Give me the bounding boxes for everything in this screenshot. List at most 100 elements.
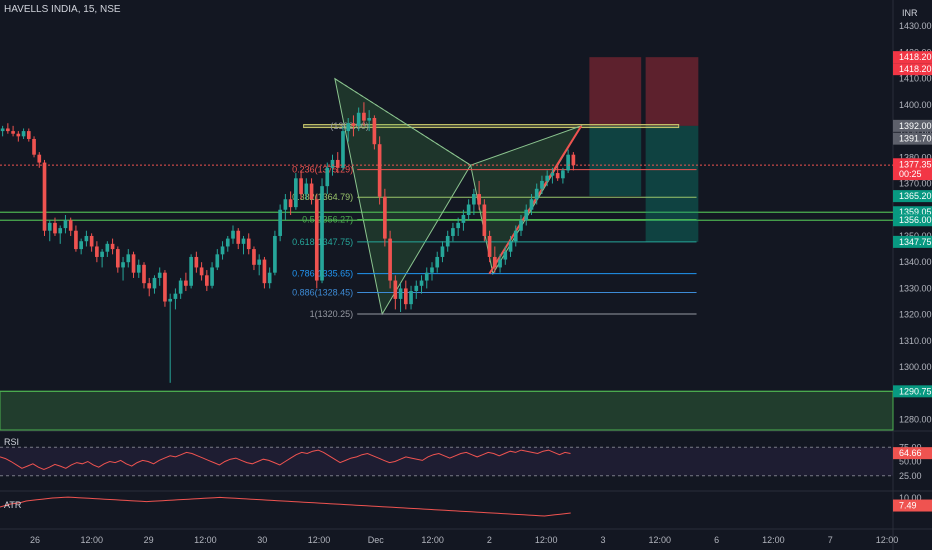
candle-body — [456, 222, 461, 229]
price-tag-label: 1359.05 — [899, 207, 932, 217]
candle-body — [540, 180, 544, 189]
price-tag-label: 1290.75 — [899, 386, 932, 396]
candle-body — [466, 204, 471, 215]
price-tag-label: 00:25 — [899, 169, 922, 179]
fib-level-label: 0.886(1328.45) — [292, 287, 353, 297]
trade-box — [645, 57, 699, 126]
candle-body — [524, 209, 529, 221]
price-tick-label: 1370.00 — [899, 179, 932, 189]
time-tick-label: 12:00 — [81, 535, 104, 545]
candle-body — [435, 256, 440, 268]
price-tick-label: 1330.00 — [899, 283, 932, 293]
candle-body — [220, 246, 225, 255]
candle-body — [377, 144, 382, 197]
candle-body — [163, 272, 167, 302]
rsi-line — [0, 449, 571, 471]
candle-body — [555, 173, 560, 179]
price-tick-label: 1320.00 — [899, 310, 932, 320]
price-tag-label: 1391.70 — [899, 134, 932, 144]
candle-body — [262, 259, 267, 284]
candle-body — [545, 175, 550, 181]
candle-body — [225, 238, 230, 247]
candle-body — [168, 298, 173, 302]
candle-body — [351, 123, 356, 126]
candle-body — [346, 123, 351, 132]
price-tick-label: 1410.00 — [899, 74, 932, 84]
candle-body — [110, 243, 115, 250]
candle-body — [409, 291, 413, 305]
candle-body — [6, 128, 10, 132]
time-tick-label: 29 — [144, 535, 154, 545]
price-tag — [893, 119, 932, 132]
time-tick-label: 12:00 — [421, 535, 444, 545]
candle-body — [309, 183, 314, 200]
candle-body — [84, 235, 89, 242]
candle-body — [257, 259, 262, 265]
fib-level-label: 0.236(1375.29) — [292, 165, 353, 175]
candle-body — [178, 280, 183, 294]
symbol-title: HAVELLS INDIA, 15, NSE — [4, 4, 121, 15]
price-tag-label: 1347.75 — [899, 237, 932, 247]
candle-body — [53, 222, 57, 234]
candle-body — [105, 243, 110, 252]
candle-body — [126, 254, 131, 263]
candle-body — [335, 159, 340, 168]
time-tick-label: 2 — [487, 535, 492, 545]
time-tick-label: Dec — [368, 535, 385, 545]
price-tag — [893, 168, 932, 181]
price-tag — [893, 214, 932, 227]
atr-current-label: 7.49 — [899, 501, 917, 511]
rsi-tick-label: 25.00 — [899, 471, 922, 481]
trade-box — [589, 125, 642, 197]
price-tag — [893, 63, 932, 76]
candle-body — [42, 162, 47, 231]
rsi-current-tag — [893, 447, 932, 460]
price-tag — [893, 235, 932, 248]
candle-body — [152, 277, 157, 289]
projection-arrow-line — [488, 125, 583, 275]
price-tick-label: 1340.00 — [899, 257, 932, 267]
candle-body — [383, 196, 387, 239]
candle-body — [498, 259, 502, 268]
candle-body — [252, 249, 256, 265]
candle-body — [440, 246, 445, 257]
candle-body — [299, 178, 303, 195]
candle-body — [393, 280, 398, 299]
candle-body — [37, 154, 42, 163]
candle-body — [142, 264, 146, 284]
candle-body — [231, 230, 235, 239]
candle-body — [367, 117, 371, 121]
fib-level-label: 1(1320.25) — [310, 309, 354, 319]
candle-body — [267, 272, 272, 284]
candle-body — [204, 275, 209, 286]
candle-body — [477, 194, 481, 205]
time-tick-label: 12:00 — [649, 535, 672, 545]
time-tick-label: 6 — [714, 535, 719, 545]
candle-body — [325, 167, 330, 187]
atr-label: ATR — [4, 500, 22, 510]
candle-body — [241, 238, 246, 244]
candle-body — [320, 186, 324, 281]
candle-body — [492, 256, 497, 268]
time-tick-label: 26 — [30, 535, 40, 545]
candle-body — [487, 235, 492, 257]
candle-body — [341, 131, 345, 168]
price-tick-label: 1400.00 — [899, 100, 932, 110]
candle-body — [147, 283, 152, 289]
price-tag — [893, 51, 932, 64]
time-tick-label: 12:00 — [762, 535, 785, 545]
candle-body — [571, 154, 576, 166]
candle-body — [283, 199, 288, 210]
rsi-current-label: 64.66 — [899, 448, 922, 458]
candle-body — [115, 249, 120, 268]
atr-current-tag — [893, 499, 932, 512]
candle-body — [445, 235, 450, 247]
harmonic-xb-line — [334, 78, 471, 166]
candle-body — [372, 117, 377, 145]
candle-body — [472, 194, 476, 205]
time-tick-label: 12:00 — [194, 535, 217, 545]
candle-body — [79, 241, 83, 250]
candle-body — [11, 131, 15, 134]
candle-body — [534, 188, 539, 200]
